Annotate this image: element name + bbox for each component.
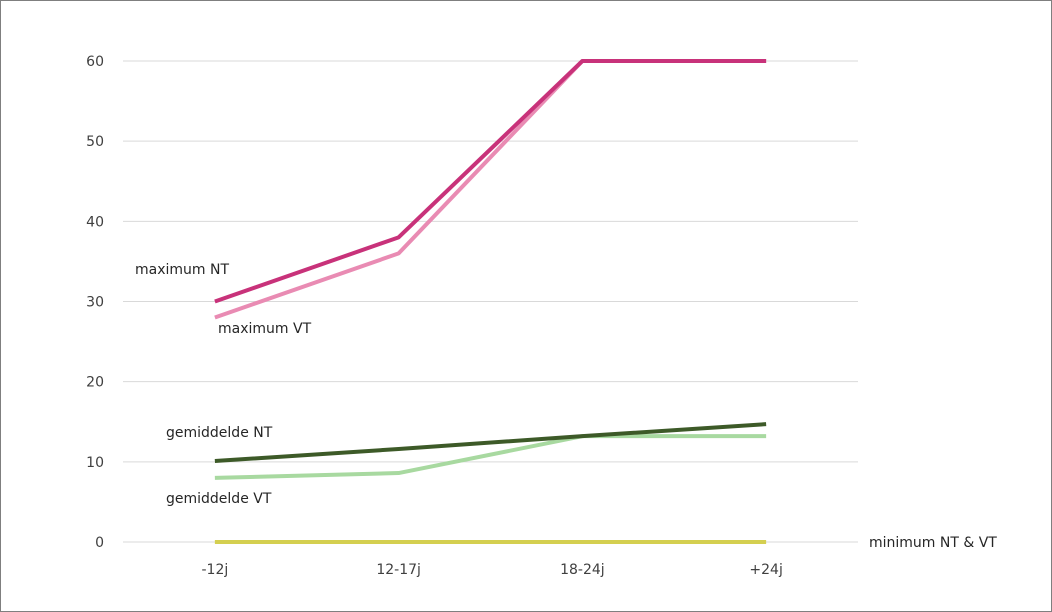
series-label: minimum NT & VT <box>869 535 997 551</box>
x-axis-ticks: -12j 12-17j 18-24j +24j <box>201 562 782 578</box>
series-line <box>214 59 767 320</box>
x-tick-label: 18-24j <box>560 562 605 578</box>
x-tick-label: 12-17j <box>376 562 421 578</box>
series-lines <box>214 59 767 544</box>
gridlines <box>123 60 858 543</box>
y-axis-ticks: 0 10 20 30 40 50 60 <box>86 54 104 551</box>
x-tick-label: +24j <box>749 562 782 578</box>
series-label: maximum NT <box>135 262 229 278</box>
y-tick-label: 0 <box>95 535 104 551</box>
series-label: maximum VT <box>218 321 312 337</box>
x-tick-label: -12j <box>201 562 228 578</box>
y-tick-label: 30 <box>86 295 104 311</box>
series-labels: maximum NT maximum VT gemiddelde NT gemidde… <box>135 262 997 551</box>
y-tick-label: 20 <box>86 375 104 391</box>
y-tick-label: 40 <box>86 214 104 230</box>
series-label: gemiddelde NT <box>166 425 273 441</box>
y-tick-label: 10 <box>86 455 104 471</box>
series-line <box>214 422 767 464</box>
series-line <box>214 434 767 480</box>
series-label: gemiddelde VT <box>166 491 272 507</box>
y-tick-label: 50 <box>86 134 104 150</box>
series-line <box>214 59 767 304</box>
y-tick-label: 60 <box>86 54 104 70</box>
